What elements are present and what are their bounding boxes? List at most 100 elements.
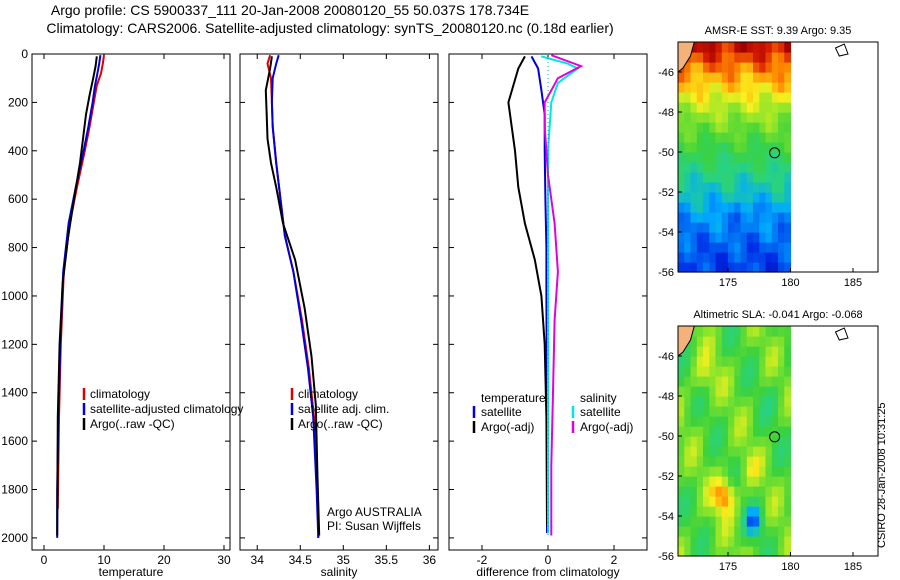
map-cell <box>715 546 723 557</box>
map-x-tick-label-3-1: 180 <box>781 277 799 289</box>
map-cell <box>778 242 785 253</box>
map-cell <box>709 112 717 123</box>
map-cell <box>740 356 748 367</box>
map-cell <box>715 526 723 537</box>
map-cell <box>765 546 773 557</box>
map-field-4 <box>678 326 792 557</box>
map-cell <box>690 202 698 213</box>
legend-heading-0: temperature <box>481 391 546 405</box>
map-cell <box>709 122 717 133</box>
map-cell <box>740 336 748 347</box>
map-cell <box>728 162 735 173</box>
map-cell <box>703 212 710 223</box>
map-cell <box>703 202 710 213</box>
map-cell <box>728 212 735 223</box>
map-cell <box>765 346 773 357</box>
map-cell <box>759 82 767 93</box>
map-cell <box>696 416 704 427</box>
map-cell <box>740 182 748 193</box>
map-cell <box>734 436 742 447</box>
map-cell <box>696 356 704 367</box>
map-cell <box>765 476 773 487</box>
map-cell <box>753 396 760 407</box>
map-cell <box>690 72 698 83</box>
panel-frame-0 <box>31 53 231 551</box>
map-cell <box>765 516 773 527</box>
map-cell <box>778 326 785 337</box>
map-cell <box>715 182 723 193</box>
map-cell <box>734 386 742 397</box>
map-cell <box>684 92 692 103</box>
map-cell <box>784 152 792 163</box>
map-cell <box>740 366 748 377</box>
map-cell <box>690 162 698 173</box>
map-cell <box>765 162 773 173</box>
map-cell <box>740 406 748 417</box>
map-cell <box>678 526 685 537</box>
map-cell <box>753 436 760 447</box>
map-cell <box>715 376 723 387</box>
map-cell <box>753 476 760 487</box>
map-cell <box>678 212 685 223</box>
map-cell <box>765 72 773 83</box>
map-cell <box>746 376 754 387</box>
map-cell <box>696 516 704 527</box>
map-cell <box>721 416 729 427</box>
map-cell <box>696 466 704 477</box>
map-cell <box>678 232 685 243</box>
map-cell <box>678 222 685 233</box>
map-cell <box>703 102 710 113</box>
operator-annotation: Argo AUSTRALIA <box>327 505 422 519</box>
map-cell <box>709 192 717 203</box>
map-cell <box>746 202 754 213</box>
map-cell <box>715 476 723 487</box>
map-cell <box>753 42 760 53</box>
map-cell <box>690 82 698 93</box>
map-cell <box>715 62 723 73</box>
map-cell <box>709 72 717 83</box>
map-cell <box>684 82 692 93</box>
map-cell <box>740 132 748 143</box>
map-cell <box>771 426 779 437</box>
map-cell <box>771 516 779 527</box>
map-cell <box>715 132 723 143</box>
map-cell <box>696 62 704 73</box>
map-cell <box>684 376 692 387</box>
island-outline-3 <box>834 43 849 57</box>
map-cell <box>715 436 723 447</box>
map-cell <box>734 252 742 263</box>
map-cell <box>721 366 729 377</box>
map-cell <box>721 192 729 203</box>
map-cell <box>784 172 792 183</box>
map-cell <box>684 396 692 407</box>
map-cell <box>696 52 704 63</box>
map-cell <box>721 356 729 367</box>
map-cell <box>740 376 748 387</box>
map-cell <box>759 496 767 507</box>
map-cell <box>784 232 792 243</box>
map-cell <box>696 242 704 253</box>
map-cell <box>715 262 723 273</box>
map-cell <box>778 536 785 547</box>
map-cell <box>678 182 685 193</box>
map-cell <box>678 262 685 273</box>
map-cell <box>759 346 767 357</box>
map-cell <box>709 516 717 527</box>
map-cell <box>753 232 760 243</box>
map-cell <box>696 82 704 93</box>
map-cell <box>703 336 710 347</box>
map-cell <box>740 72 748 83</box>
map-cell <box>709 536 717 547</box>
y-tick-label-0-0: 0 <box>21 47 28 61</box>
map-cell <box>765 122 773 133</box>
map-cell <box>696 436 704 447</box>
map-cell <box>778 232 785 243</box>
map-cell <box>759 536 767 547</box>
map-cell <box>690 42 698 53</box>
map-cell <box>759 426 767 437</box>
map-cell <box>784 336 792 347</box>
map-cell <box>734 336 742 347</box>
map-cell <box>690 366 698 377</box>
map-cell <box>753 52 760 63</box>
map-cell <box>715 222 723 233</box>
